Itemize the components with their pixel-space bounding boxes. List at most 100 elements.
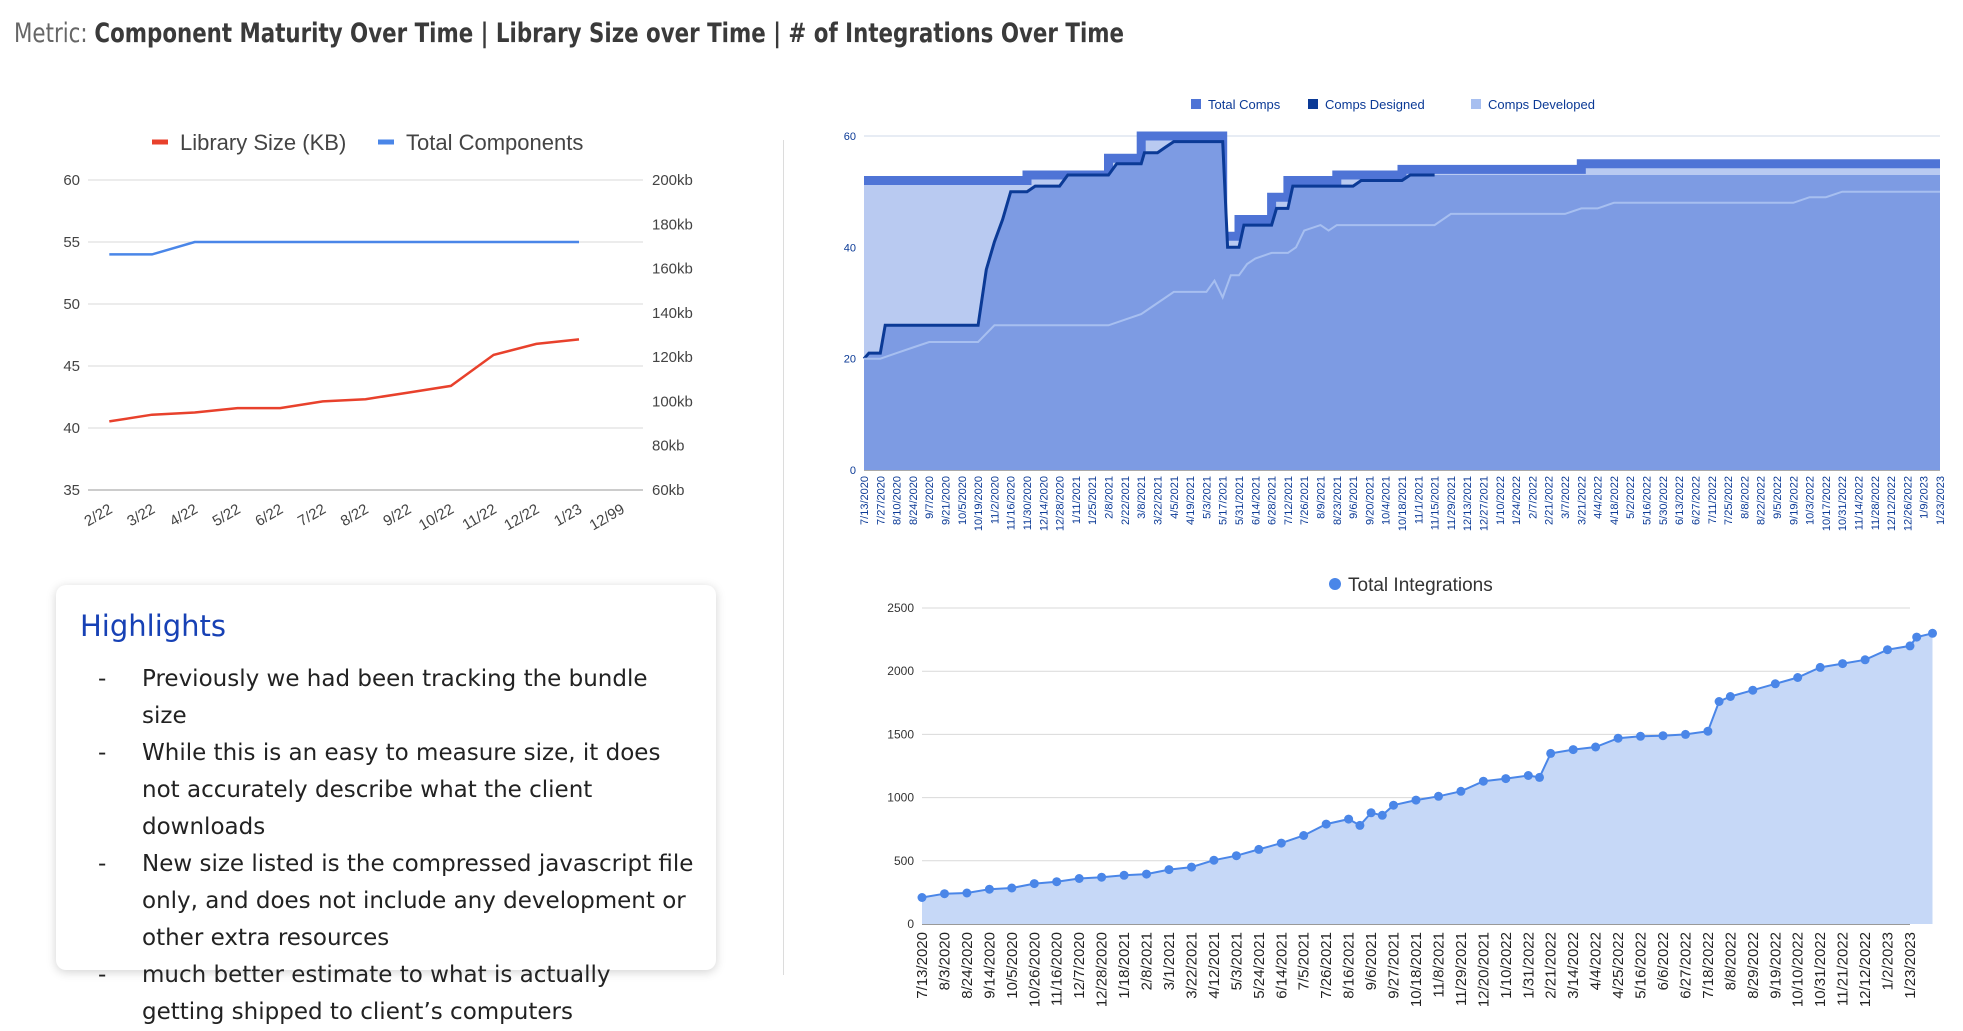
x-tick-label: 3/21/2022: [1576, 476, 1588, 525]
highlight-item: - much better estimate to what is actuall…: [98, 962, 611, 1025]
legend-swatch: [1191, 99, 1201, 109]
x-tick-label: 6/28/2021: [1267, 476, 1279, 525]
x-tick-label: 11/21/2022: [1835, 932, 1852, 1006]
data-point: [1321, 819, 1331, 829]
x-tick-label: 12/28/2020: [1055, 476, 1067, 531]
area-comps-developed: [864, 191, 1940, 470]
highlight-text: Previously we had been tracking the bund…: [142, 666, 648, 729]
highlights-list: - Previously we had been tracking the bun…: [98, 661, 698, 1031]
highlight-text: While this is an easy to measure size, i…: [142, 740, 661, 840]
y-left-tick-label: 60: [63, 172, 80, 189]
x-tick-label: 1/24/2022: [1511, 476, 1523, 525]
x-tick-label: 5/30/2022: [1658, 476, 1670, 525]
x-tick-label: 7/13/2020: [859, 476, 871, 525]
legend-swatch: [1471, 99, 1481, 109]
highlight-text: much better estimate to what is actually…: [142, 962, 611, 1025]
data-point: [1142, 869, 1151, 879]
data-point: [1389, 800, 1398, 810]
y-right-tick-label: 80kb: [652, 438, 685, 455]
x-tick-label: 10/5/2020: [957, 476, 969, 525]
x-tick-label: 3/14/2022: [1565, 932, 1582, 999]
x-tick-label: 11/16/2020: [1049, 932, 1066, 1006]
x-tick-label: 11/29/2021: [1453, 932, 1470, 1006]
y-tick-label: 60: [844, 131, 856, 143]
x-tick-label: 5/16/2022: [1633, 932, 1650, 999]
y-right-tick-label: 60kb: [652, 482, 685, 499]
x-tick-label: 4/18/2022: [1609, 476, 1621, 525]
data-point: [1883, 645, 1892, 655]
x-tick-label: 10/31/2022: [1837, 476, 1849, 531]
data-point: [1658, 731, 1668, 741]
page-title: Metric: Component Maturity Over Time | L…: [14, 18, 1124, 49]
x-tick-label: 7/27/2020: [875, 476, 887, 525]
y-left-tick-label: 40: [63, 420, 80, 437]
y-left-tick-label: 55: [63, 234, 80, 251]
x-tick-label: 8/29/2022: [1745, 932, 1762, 999]
data-point: [1905, 641, 1915, 651]
x-tick-label: 7/13/2020: [914, 932, 931, 999]
x-tick-label: 4/19/2021: [1185, 476, 1197, 525]
x-tick-label: 6/27/2022: [1690, 476, 1702, 525]
data-point: [1568, 745, 1578, 755]
data-point: [1007, 883, 1017, 893]
x-tick-label: 12/28/2020: [1094, 932, 1111, 1007]
x-tick-label: 3/1/2021: [1161, 932, 1178, 990]
data-point: [1478, 776, 1488, 786]
data-point: [1770, 679, 1780, 689]
x-tick-label: 12/12/2022: [1857, 932, 1874, 1007]
x-tick-label: 12/26/2022: [1902, 476, 1914, 531]
data-point: [1097, 872, 1107, 882]
x-tick-label: 7/26/2021: [1299, 476, 1311, 525]
y-tick-label: 0: [907, 917, 914, 931]
x-tick-label: 6/14/2021: [1250, 476, 1262, 525]
x-tick-label: 11/2/2020: [989, 476, 1001, 524]
data-point: [1928, 628, 1937, 638]
section-divider: [783, 140, 784, 975]
data-point: [1254, 844, 1264, 854]
x-tick-label: 9/19/2022: [1788, 476, 1800, 525]
y-right-tick-label: 160kb: [652, 261, 693, 278]
y-tick-label: 2500: [887, 601, 914, 615]
data-point: [917, 893, 927, 902]
data-point: [1187, 862, 1196, 872]
x-tick-label: 11/28/2022: [1870, 476, 1882, 530]
x-tick-label: 8/8/2022: [1739, 476, 1751, 519]
x-tick-label: 12/13/2021: [1462, 476, 1474, 531]
highlight-item: - Previously we had been tracking the bun…: [98, 666, 648, 729]
legend-label: Comps Developed: [1488, 97, 1595, 112]
highlights-title: Highlights: [80, 609, 227, 643]
x-tick-label: 5/2/2022: [1625, 476, 1637, 519]
series-line-comps-developed: [864, 190, 1940, 360]
x-tick-label: 7/18/2022: [1700, 932, 1717, 999]
x-tick-label: 11/8/2021: [1430, 932, 1447, 998]
x-tick-label: 4/4/2022: [1588, 932, 1605, 990]
data-point: [1748, 685, 1758, 695]
x-tick-label: 6/6/2022: [1655, 932, 1672, 990]
x-tick-label: 4/4/2022: [1593, 476, 1605, 519]
data-point: [1276, 838, 1286, 848]
x-tick-label: 10/18/2021: [1397, 476, 1409, 531]
y-right-tick-label: 140kb: [652, 305, 693, 322]
x-tick-label: 5/31/2021: [1234, 476, 1246, 525]
x-tick-label: 12/12/2022: [1886, 476, 1898, 531]
x-tick-label: 4/5/2021: [1169, 476, 1181, 519]
x-tick-label: 9/19/2022: [1767, 932, 1784, 999]
x-tick-label: 11/14/2022: [1853, 476, 1865, 530]
y-tick-label: 1500: [887, 727, 914, 741]
x-tick-label: 2/8/2021: [1139, 932, 1156, 990]
data-point: [984, 884, 994, 894]
x-tick-label: 5/24/2021: [1251, 932, 1268, 999]
legend-swatch: [1308, 99, 1318, 109]
x-tick-label: 8/9/2021: [1315, 476, 1327, 519]
series-line-total-comps: [864, 131, 1940, 241]
data-point: [1815, 662, 1825, 672]
library-size-chart: 35 40 45 50 55 60 60kb 80kb 100kb 120kb 140kb 160kb…: [63, 130, 693, 534]
x-tick-label: 10/31/2022: [1812, 932, 1829, 1007]
data-point: [1164, 865, 1174, 875]
data-point: [1434, 791, 1443, 801]
data-point: [1501, 774, 1511, 784]
x-tick-label: 9/21/2020: [941, 476, 953, 525]
highlight-text: New size listed is the compressed javasc…: [142, 851, 694, 951]
x-tick-label: 10/4/2021: [1381, 476, 1393, 525]
